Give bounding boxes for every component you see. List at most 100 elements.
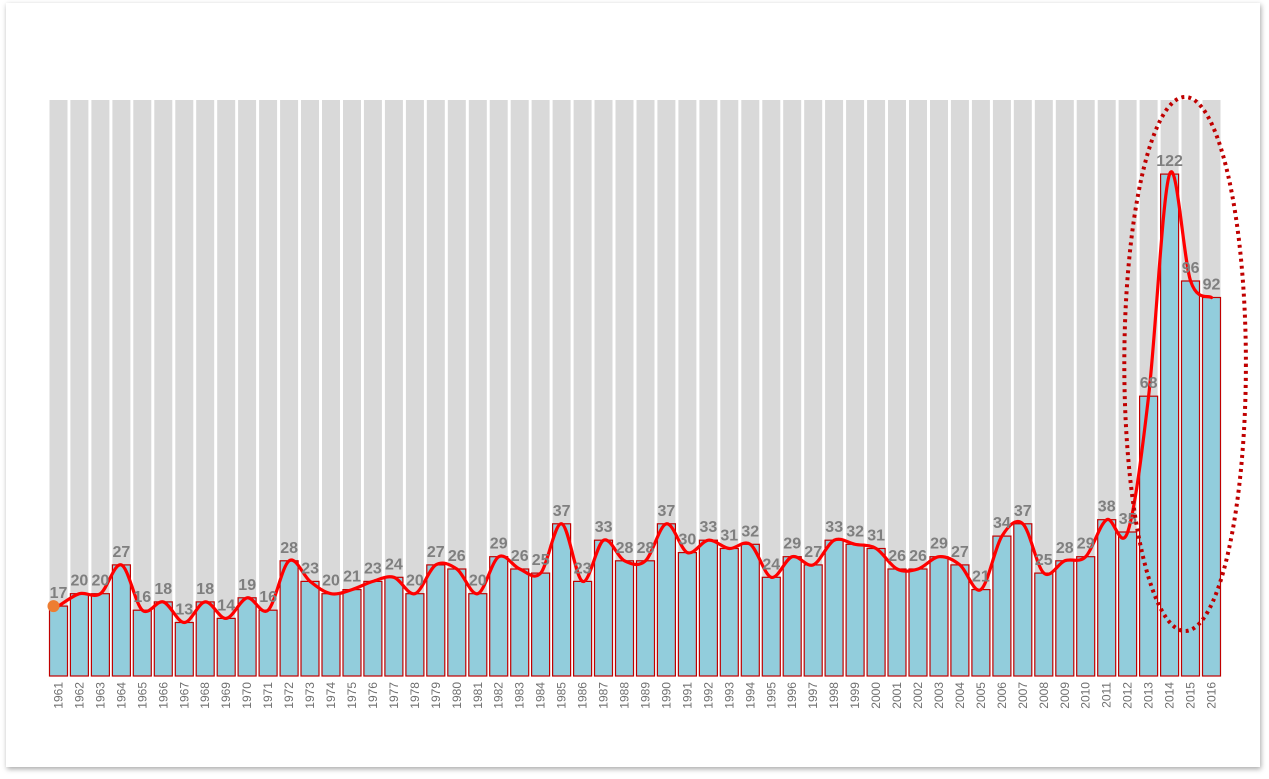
background-bar-2004 [950, 100, 969, 676]
bar-1985 [551, 523, 572, 677]
bar-1999 [845, 543, 865, 677]
x-tick-1971: 1971 [261, 682, 275, 709]
background-bar-1997 [804, 100, 823, 676]
bar-2007 [1013, 523, 1033, 677]
x-tick-1998: 1998 [827, 682, 841, 709]
bar-1965 [132, 609, 152, 677]
x-tick-2007: 2007 [1016, 682, 1030, 709]
x-tick-1962: 1962 [72, 682, 86, 709]
x-tick-1963: 1963 [93, 682, 107, 709]
background-bar-1961 [49, 100, 68, 676]
background-bar-1980 [447, 100, 466, 676]
background-bar-1967 [175, 100, 194, 676]
x-tick-1982: 1982 [492, 682, 506, 709]
background-bar-1987 [594, 100, 613, 676]
background-bar-1998 [825, 100, 844, 676]
background-bar-1995 [762, 100, 781, 676]
data-label-2016: 92 [1203, 277, 1221, 294]
x-tick-2000: 2000 [869, 682, 883, 709]
data-label-2008: 25 [1035, 552, 1053, 569]
bar-1980 [447, 568, 467, 677]
bar-1986 [572, 580, 593, 677]
x-tick-1990: 1990 [659, 682, 673, 709]
bar-1979 [426, 564, 446, 677]
data-label-2003: 29 [930, 536, 948, 553]
data-label-1982: 29 [490, 536, 508, 553]
x-tick-1969: 1969 [219, 682, 233, 709]
data-label-1962: 20 [71, 573, 89, 590]
data-label-1996: 29 [783, 536, 801, 553]
bar-2014 [1159, 173, 1180, 677]
data-label-1969: 14 [217, 597, 235, 614]
data-label-2007: 37 [1014, 503, 1032, 520]
background-bar-2008 [1034, 100, 1053, 676]
background-bar-2003 [930, 100, 948, 676]
bar-1964 [111, 564, 132, 677]
data-label-1980: 26 [448, 548, 466, 565]
trend-line-path [56, 170, 1214, 625]
bar-1996 [782, 556, 802, 677]
data-label-1991: 30 [679, 532, 697, 549]
x-tick-1994: 1994 [743, 682, 757, 709]
data-label-1986: 23 [574, 560, 592, 577]
bar-1991 [677, 551, 698, 677]
data-label-1973: 23 [301, 560, 319, 577]
data-label-1968: 18 [196, 581, 214, 598]
background-bar-1976 [363, 100, 382, 676]
x-tick-1985: 1985 [555, 682, 569, 709]
x-tick-2010: 2010 [1079, 682, 1093, 709]
bar-1982 [489, 556, 509, 677]
x-tick-2011: 2011 [1100, 682, 1114, 708]
x-tick-1976: 1976 [366, 682, 380, 709]
data-label-2015: 96 [1182, 260, 1200, 277]
bar-1974 [321, 593, 341, 677]
x-tick-1993: 1993 [722, 682, 736, 709]
background-bar-2009 [1055, 100, 1074, 676]
bar-1976 [363, 580, 383, 677]
bar-1997 [803, 564, 823, 677]
bar-1966 [153, 601, 173, 677]
background-bar-1984 [531, 100, 550, 676]
data-label-1979: 27 [427, 544, 445, 561]
background-bars [49, 100, 1221, 676]
data-label-1983: 26 [511, 548, 529, 565]
data-label-1997: 27 [804, 544, 822, 561]
data-label-1993: 31 [720, 528, 738, 545]
background-bar-1968 [196, 100, 215, 676]
background-bar-1993 [720, 100, 739, 676]
x-tick-1979: 1979 [429, 682, 443, 709]
bar-2011 [1097, 519, 1117, 677]
data-label-1964: 27 [113, 544, 131, 561]
background-bar-1994 [741, 100, 760, 676]
x-tick-2014: 2014 [1163, 682, 1177, 709]
data-label-1977: 24 [385, 556, 403, 573]
bar-2002 [908, 568, 928, 677]
data-label-2010: 29 [1077, 536, 1095, 553]
background-bar-1991 [678, 100, 697, 676]
data-label-2014: 122 [1156, 153, 1183, 170]
data-label-1988: 28 [616, 540, 634, 557]
data-label-2002: 26 [909, 548, 927, 565]
x-tick-2009: 2009 [1058, 682, 1072, 709]
bar-1970 [237, 597, 257, 677]
data-label-1999: 32 [846, 523, 864, 540]
background-bar-2000 [867, 100, 886, 676]
bar-1977 [384, 576, 404, 677]
x-tick-1968: 1968 [198, 682, 212, 709]
bar-1975 [342, 588, 362, 677]
data-label-2000: 31 [867, 528, 885, 545]
background-bar-1988 [615, 100, 634, 676]
x-tick-1988: 1988 [618, 682, 632, 709]
data-label-2009: 28 [1056, 540, 1074, 557]
x-tick-1972: 1972 [282, 682, 296, 709]
bar-1988 [614, 560, 635, 677]
x-tick-1996: 1996 [785, 682, 799, 709]
data-label-1971: 16 [259, 589, 277, 606]
bar-1994 [740, 543, 760, 677]
background-bar-1962 [70, 100, 89, 676]
data-label-1981: 20 [469, 573, 487, 590]
data-label-1961: 17 [50, 585, 68, 602]
x-tick-1995: 1995 [764, 682, 778, 709]
background-bar-1983 [510, 100, 529, 676]
background-bar-2002 [909, 100, 927, 676]
